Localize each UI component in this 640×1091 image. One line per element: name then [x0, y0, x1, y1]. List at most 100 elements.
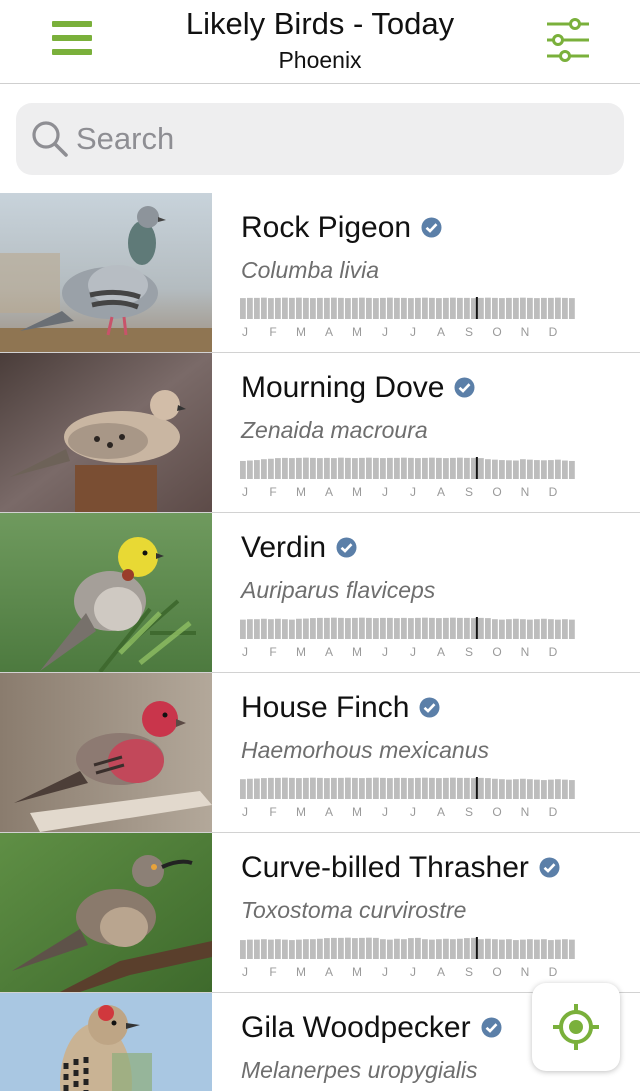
abundance-bar	[394, 297, 400, 319]
abundance-bar	[506, 939, 512, 959]
bird-common-name: House Finch	[241, 691, 440, 725]
abundance-bar	[268, 939, 274, 959]
abundance-bar	[471, 618, 477, 639]
abundance-bar	[429, 617, 435, 639]
hamburger-menu-icon[interactable]	[50, 18, 96, 60]
month-label: O	[492, 645, 502, 659]
month-label: M	[352, 965, 362, 979]
abundance-bar	[478, 617, 484, 639]
abundance-bar	[268, 458, 274, 479]
abundance-bar	[499, 460, 505, 479]
abundance-bar	[478, 297, 484, 319]
abundance-bar	[457, 938, 463, 959]
month-label: M	[296, 325, 306, 339]
abundance-bar	[548, 940, 554, 959]
abundance-bar	[324, 938, 330, 959]
current-date-marker	[475, 777, 478, 799]
abundance-bar	[415, 617, 421, 639]
abundance-bar	[492, 939, 498, 959]
month-label: J	[382, 965, 388, 979]
abundance-bar	[275, 618, 281, 639]
search-input[interactable]	[76, 117, 596, 161]
abundance-bar	[373, 298, 379, 319]
abundance-bar	[303, 618, 309, 639]
bird-row[interactable]: Gila Woodpecker Melanerpes uropygialis	[0, 993, 640, 1091]
verified-check-icon	[539, 857, 560, 878]
abundance-bar	[457, 297, 463, 319]
abundance-bar	[247, 778, 253, 799]
bird-row[interactable]: Curve-billed Thrasher Toxostoma curviros…	[0, 833, 640, 993]
bird-common-name: Rock Pigeon	[241, 211, 442, 245]
abundance-bar	[520, 459, 526, 479]
bird-photo	[0, 673, 212, 832]
bird-row[interactable]: Verdin Auriparus flaviceps J F M A M J J A S O N D	[0, 513, 640, 673]
abundance-bar	[478, 458, 484, 479]
abundance-bar	[268, 619, 274, 639]
abundance-bar	[401, 939, 407, 959]
month-label: M	[352, 805, 362, 819]
abundance-bar	[296, 457, 302, 479]
bird-photo	[0, 513, 212, 672]
abundance-bar	[471, 778, 477, 799]
abundance-bar	[331, 458, 337, 479]
location-subtitle: Phoenix	[278, 47, 362, 73]
verified-check-icon	[454, 377, 475, 398]
abundance-bar	[317, 458, 323, 479]
bird-row[interactable]: House Finch Haemorhous mexicanus J F M A M J J…	[0, 673, 640, 833]
abundance-bar	[457, 617, 463, 639]
abundance-bar	[373, 777, 379, 799]
abundance-bar	[436, 457, 442, 479]
bird-row[interactable]: Rock Pigeon Columba livia J F M A M J J A S O N D	[0, 193, 640, 353]
abundance-bar-chart	[240, 617, 575, 639]
search-bar[interactable]	[16, 103, 624, 175]
abundance-bar	[548, 619, 554, 639]
month-label: A	[324, 485, 333, 499]
locate-me-button[interactable]	[532, 983, 620, 1071]
abundance-bar	[569, 780, 575, 799]
bird-scientific-name: Haemorhous mexicanus	[241, 737, 490, 763]
abundance-bar	[359, 297, 365, 319]
bird-row[interactable]: Mourning Dove Zenaida macroura J F M A M J J A S…	[0, 353, 640, 513]
abundance-bar	[506, 297, 512, 319]
abundance-bar	[534, 779, 540, 799]
month-label: S	[464, 485, 473, 499]
abundance-bar	[534, 619, 540, 639]
abundance-bar	[317, 297, 323, 319]
abundance-bar	[562, 619, 568, 639]
month-label: S	[464, 325, 473, 339]
abundance-bar	[548, 779, 554, 799]
month-label: F	[269, 325, 277, 339]
abundance-bar	[499, 619, 505, 639]
month-label: J	[382, 645, 388, 659]
abundance-bar	[338, 297, 344, 319]
month-label: F	[269, 645, 277, 659]
abundance-bar	[275, 297, 281, 319]
abundance-bar	[345, 937, 351, 959]
abundance-bar	[471, 298, 477, 319]
abundance-bar	[506, 779, 512, 799]
sliders-filter-icon[interactable]	[544, 16, 592, 64]
abundance-bar	[422, 297, 428, 319]
abundance-bar	[345, 298, 351, 319]
bird-name-text: Gila Woodpecker	[241, 1011, 471, 1044]
abundance-bar	[457, 777, 463, 799]
abundance-bar	[450, 939, 456, 959]
abundance-bar	[499, 939, 505, 959]
abundance-bar	[485, 459, 491, 479]
month-label: S	[464, 965, 473, 979]
bird-scientific-name: Toxostoma curvirostre	[241, 897, 467, 923]
abundance-bar	[569, 939, 575, 959]
abundance-bar	[373, 457, 379, 479]
abundance-bar	[429, 457, 435, 479]
abundance-bar	[527, 619, 533, 639]
month-label: A	[436, 805, 445, 819]
abundance-bar	[324, 297, 330, 319]
abundance-bar	[359, 457, 365, 479]
bird-name-text: Rock Pigeon	[241, 211, 412, 244]
abundance-bar	[534, 460, 540, 479]
abundance-bar	[261, 778, 267, 799]
abundance-bar	[422, 939, 428, 959]
abundance-bar	[289, 297, 295, 319]
